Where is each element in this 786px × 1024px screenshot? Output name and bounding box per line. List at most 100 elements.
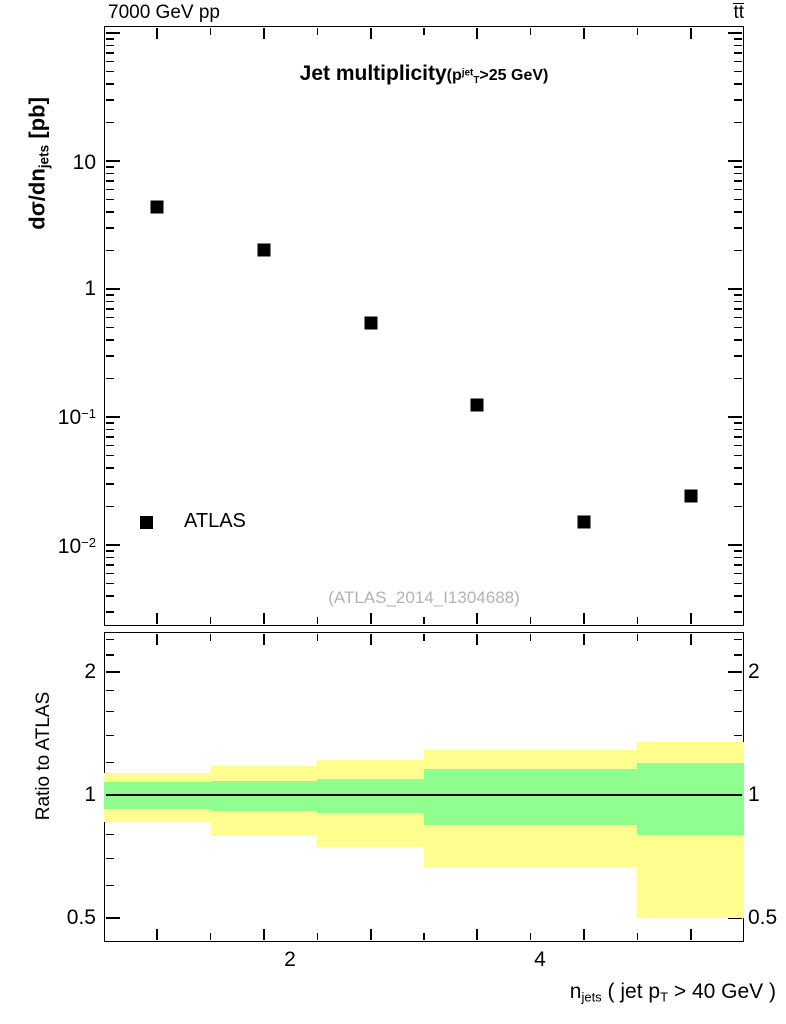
main-xtick-minor-bottom <box>316 617 319 625</box>
main-ytick-minor <box>105 454 114 457</box>
main-ytick-minor <box>105 339 114 341</box>
main-xtick-minor-top <box>316 27 319 35</box>
main-ytick-minor-right <box>734 467 743 469</box>
xlabel-sub2: T <box>660 989 669 1005</box>
plot-title-sub: (pjetT>25 GeV) <box>446 67 549 86</box>
main-ytick-minor <box>105 249 114 252</box>
main-ytick-minor <box>105 611 114 613</box>
title-sub-prefix: (p <box>446 67 462 84</box>
ratio-xtick-minor-bottom <box>423 933 425 941</box>
main-ytick-minor <box>105 326 114 329</box>
header-process-label: tt <box>733 2 744 24</box>
ratio-inner-band-segment <box>530 769 638 825</box>
main-ytick-minor <box>105 211 114 213</box>
main-ytick-minor-right <box>734 249 743 252</box>
main-xtick-minor-bottom <box>423 617 425 625</box>
main-ytick-minor <box>105 166 114 168</box>
ratio-ytick-major <box>105 917 120 919</box>
ratio-ytick-minor-right <box>734 638 743 641</box>
ratio-ytick-minor <box>105 884 114 887</box>
ratio-xtick-major-bottom <box>476 929 479 941</box>
main-ytick-minor <box>105 38 114 40</box>
main-ytick-minor-right <box>734 121 743 124</box>
main-ytick-minor <box>105 316 114 319</box>
ratio-xtick-major-top <box>156 633 159 645</box>
main-ytick-10: 10 <box>72 151 96 174</box>
main-xtick-minor-bottom <box>636 617 639 625</box>
ratio-xtick-major-top <box>263 633 265 645</box>
main-ytick-major <box>105 288 120 290</box>
ratio-xtick-minor-top <box>636 633 639 641</box>
main-ytick-minor-right <box>734 564 743 566</box>
ratio-inner-band-segment <box>637 762 744 835</box>
analysis-watermark: (ATLAS_2014_I1304688) <box>328 588 520 607</box>
main-ytick-1e-2: 10−2 <box>57 535 96 558</box>
ratio-ytick-minor-right <box>734 734 743 736</box>
plot-header: 7000 GeV pp tt <box>104 2 744 24</box>
data-point-marker <box>364 316 378 330</box>
main-ytick-minor <box>105 70 114 73</box>
ratio-xtick-major-top <box>369 633 372 645</box>
ratio-xtick-minor-bottom <box>209 933 212 941</box>
title-sub-sub: T <box>473 74 480 86</box>
main-ytick-minor <box>105 444 114 447</box>
main-ytick-minor <box>105 300 114 303</box>
xtick-label-4: 4 <box>534 948 546 971</box>
main-ytick-minor <box>105 595 114 597</box>
main-ytick-major <box>105 544 120 546</box>
main-ytick-minor-right <box>734 422 743 424</box>
ratio-ytick-minor-right <box>734 710 743 713</box>
main-ytick-minor-right <box>734 99 743 101</box>
main-y-tick-labels: 10 1 10−1 10−2 <box>0 0 96 1024</box>
main-ytick-minor-right <box>734 308 743 310</box>
main-ytick-minor <box>105 52 114 54</box>
main-ytick-minor <box>105 505 114 508</box>
main-ytick-minor <box>105 308 114 310</box>
main-ytick-minor <box>105 44 114 47</box>
main-ytick-minor <box>105 188 114 191</box>
main-xtick-major-bottom <box>156 613 159 625</box>
main-ytick-minor-right <box>734 316 743 319</box>
main-ytick-major <box>105 32 120 34</box>
main-ytick-minor-right <box>734 326 743 329</box>
ratio-xtick-major-bottom <box>263 929 265 941</box>
ratio-ytick-minor <box>105 833 114 836</box>
ratio-xtick-major-bottom <box>583 929 585 941</box>
ratio-xtick-minor-top <box>529 633 532 641</box>
main-ytick-major <box>105 160 120 162</box>
ratio-xtick-major-bottom <box>156 929 159 941</box>
ratio-ytick-minor-right <box>734 689 743 692</box>
main-ytick-minor-right <box>734 556 743 559</box>
main-ytick-minor <box>105 60 114 63</box>
ratio-ytick-2-right: 2 <box>748 660 760 683</box>
main-xtick-major-bottom <box>689 613 692 625</box>
ratio-ytick-1-left: 1 <box>84 783 96 806</box>
main-xtick-major-top <box>156 27 159 39</box>
main-xtick-major-bottom <box>369 613 372 625</box>
ratio-xtick-major-top <box>583 633 585 645</box>
ratio-xtick-minor-top <box>423 633 425 641</box>
main-ytick-minor-right <box>734 377 743 380</box>
main-ytick-minor <box>105 99 114 101</box>
ratio-ytick-minor <box>105 710 114 713</box>
main-ytick-minor-right <box>734 188 743 191</box>
ratio-y-tick-labels-left: 2 1 0.5 <box>0 0 96 1024</box>
ratio-inner-band-segment <box>424 769 531 825</box>
x-axis-label: njets ( jet pT > 40 GeV ) <box>570 980 776 1005</box>
main-ytick-minor-right <box>734 227 743 229</box>
ratio-ytick-2-left: 2 <box>84 660 96 683</box>
main-ytick-minor-right <box>734 198 743 201</box>
ratio-xtick-major-bottom <box>689 929 692 941</box>
xtick-label-2: 2 <box>284 948 296 971</box>
ratio-ytick-05-left: 0.5 <box>66 906 96 929</box>
xlabel-mid: ( jet p <box>601 980 661 1003</box>
main-ytick-minor <box>105 377 114 380</box>
xlabel-pre: n <box>569 980 582 1003</box>
plot-title: Jet multiplicity(pjetT>25 GeV) <box>104 62 744 86</box>
main-ytick-minor-right <box>734 339 743 341</box>
plot-title-main: Jet multiplicity <box>299 62 447 85</box>
main-xtick-minor-bottom <box>209 617 212 625</box>
ratio-ytick-minor-right <box>734 654 743 656</box>
main-ytick-minor <box>105 483 114 485</box>
